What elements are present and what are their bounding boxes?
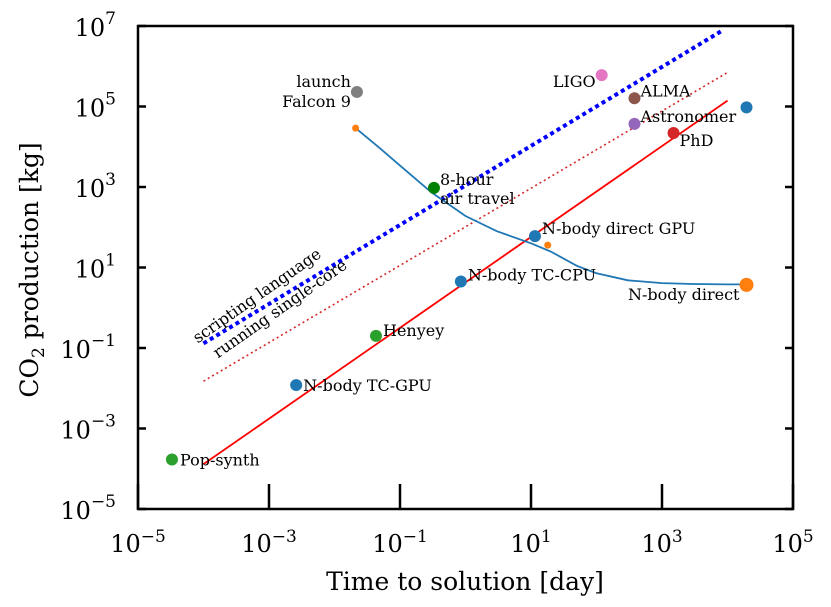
data-point — [369, 329, 382, 342]
data-point — [739, 277, 754, 292]
x-tick-label: 10−3 — [241, 527, 297, 558]
plot-area: Pop-synth N-body TC-GPU Henyey N-body TC-CP… — [165, 29, 754, 469]
data-point — [628, 117, 641, 130]
data-label: Astronomer — [639, 107, 736, 126]
x-tick-label: 105 — [772, 527, 813, 558]
data-label: N-body TC-GPU — [303, 376, 432, 395]
x-tick-label: 101 — [510, 527, 551, 558]
fit-curve — [355, 127, 747, 286]
data-label: launch — [296, 72, 351, 91]
y-tick-label: 107 — [75, 9, 116, 42]
data-label: ALMA — [639, 81, 691, 100]
data-point — [350, 85, 363, 98]
data-point — [628, 92, 641, 105]
data-point — [740, 101, 753, 114]
data-label: PhD — [680, 131, 714, 150]
data-point — [595, 69, 608, 82]
data-point — [667, 126, 680, 139]
data-point — [427, 181, 440, 194]
small-marker-0 — [352, 124, 360, 132]
y-tick-label: 10−1 — [60, 331, 116, 364]
data-label: Falcon 9 — [282, 92, 351, 111]
y-tick-label: 105 — [75, 90, 116, 123]
y-tick-label: 103 — [75, 170, 116, 203]
y-tick-label: 10−3 — [60, 412, 116, 445]
reference-line-0 — [202, 29, 723, 346]
x-tick-label: 103 — [641, 527, 682, 558]
data-label: Henyey — [383, 321, 444, 340]
data-point — [528, 230, 541, 243]
data-point — [290, 379, 303, 392]
data-label: N-body direct GPU — [542, 219, 695, 238]
y-tick-label: 10−5 — [60, 492, 116, 525]
data-label: air travel — [440, 189, 515, 208]
y-axis-label: CO2 production [kg] — [15, 142, 49, 397]
data-label: 8-hour — [440, 170, 494, 189]
data-label: N-body direct — [628, 285, 740, 304]
x-axis-label: Time to solution [day] — [326, 567, 604, 596]
data-point — [165, 453, 178, 466]
plot-frame — [136, 24, 795, 511]
small-marker-1 — [544, 241, 552, 249]
axes: 10−5 10−3 10−1 101 103 105 10−5 10−3 10−1 101 103 1… — [60, 9, 813, 558]
y-tick-label: 101 — [75, 251, 116, 284]
data-label: N-body TC-CPU — [468, 265, 596, 284]
data-label: Pop-synth — [180, 450, 260, 469]
data-point — [454, 275, 467, 288]
x-tick-label: 10−1 — [372, 527, 428, 558]
data-label: LIGO — [553, 72, 596, 91]
x-tick-label: 10−5 — [110, 527, 166, 558]
